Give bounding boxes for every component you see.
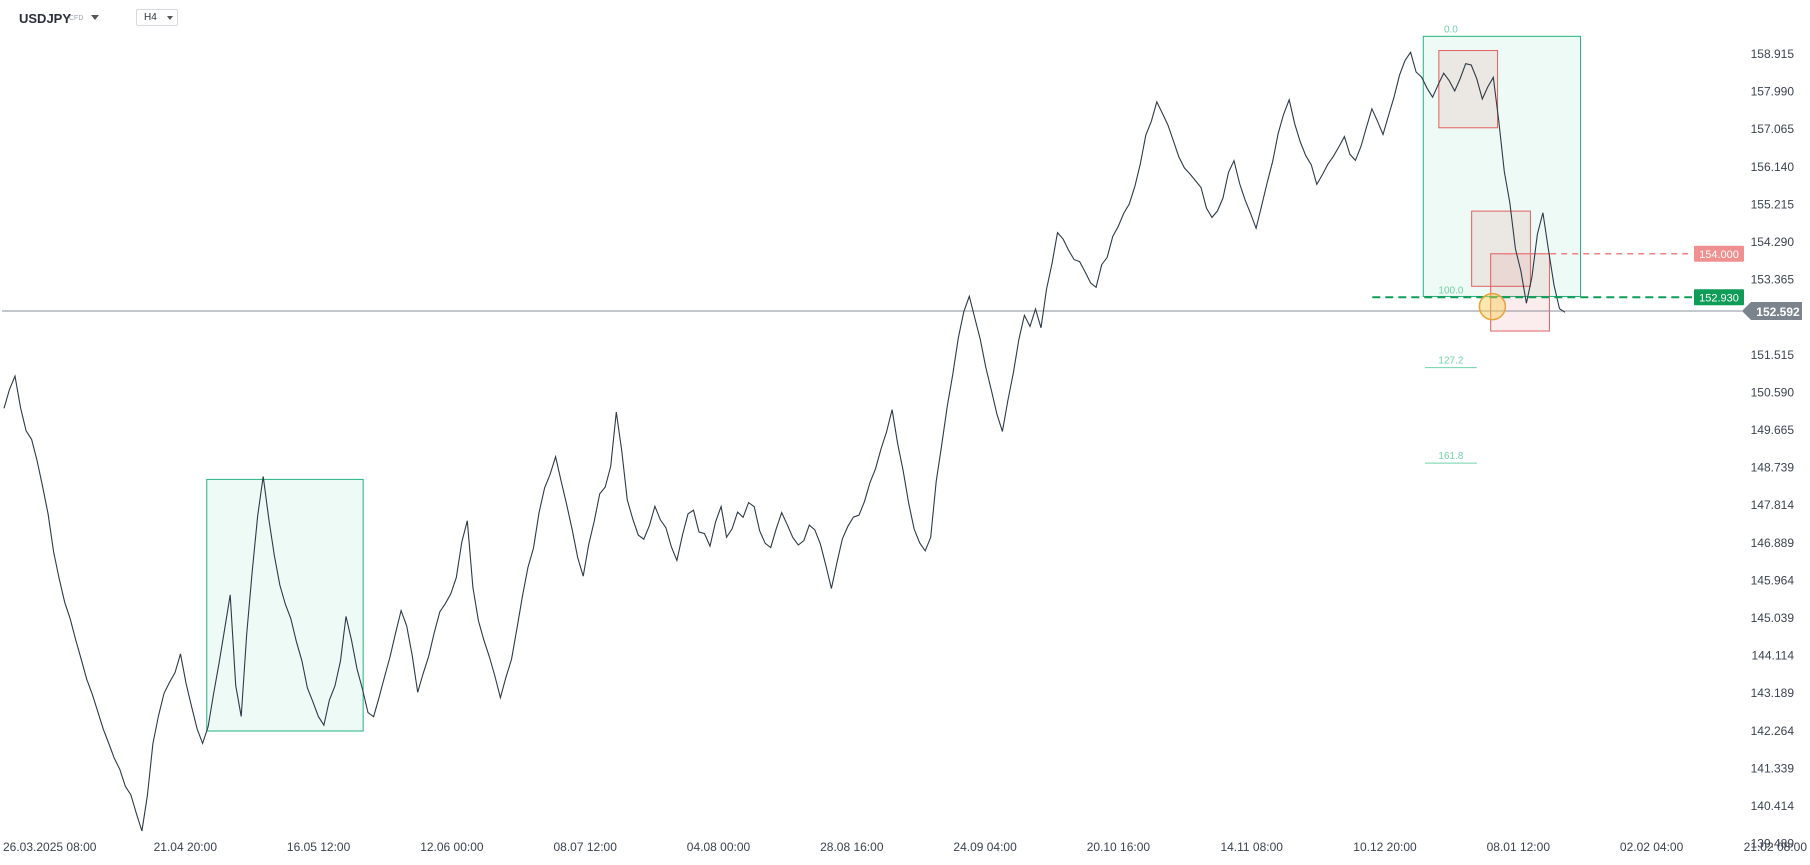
level-152930-tag: 152.930	[1699, 292, 1739, 304]
time-axis-label: 14.11 08:00	[1220, 840, 1283, 854]
price-axis-label: 157.990	[1751, 85, 1795, 99]
fib-level-label: 127.2	[1438, 356, 1463, 367]
time-axis-label: 21.04 20:00	[154, 840, 218, 854]
time-axis-label: 10.12 20:00	[1353, 840, 1417, 854]
level-154-tag-bg	[1694, 245, 1744, 262]
time-axis-label: 20.10 16:00	[1087, 840, 1151, 854]
price-axis-label: 156.140	[1751, 160, 1795, 174]
price-axis-label: 150.590	[1751, 385, 1795, 399]
red-zone-3[interactable]	[1471, 210, 1531, 287]
time-axis-label: 04.08 00:00	[687, 840, 751, 854]
fib-level-label: 100.0	[1438, 285, 1463, 296]
time-axis-label: 24.09 04:00	[953, 840, 1017, 854]
price-axis-label: 153.365	[1751, 273, 1795, 287]
timeframe-label: H4	[144, 12, 157, 23]
time-axis-label: 26.03.2025 08:00	[3, 840, 97, 854]
time-axis-label: 21.02 08:00	[1744, 840, 1808, 854]
time-axis-label: 08.07 12:00	[553, 840, 617, 854]
price-axis-label: 140.414	[1751, 799, 1795, 813]
price-axis-label: 142.264	[1751, 724, 1795, 738]
price-axis-label: 149.665	[1751, 423, 1795, 437]
symbol-type: CFD	[69, 15, 84, 22]
level-152930-tag-bg	[1694, 289, 1744, 306]
entry-marker[interactable]	[1478, 292, 1507, 321]
current-price-tag-bg	[1742, 302, 1802, 321]
price-axis-label: 144.114	[1752, 649, 1795, 663]
symbol-dropdown-icon[interactable]	[91, 15, 99, 20]
price-axis-label: 155.215	[1751, 197, 1795, 211]
red-zone-2[interactable]	[1438, 50, 1499, 129]
timeframe-dropdown-icon	[167, 16, 173, 20]
chart-header: USDJPY CFD H4	[0, 0, 600, 36]
current-price-tag: 152.592	[1756, 305, 1800, 319]
time-axis-label: 16.05 12:00	[287, 840, 351, 854]
time-axis-label: 12.06 00:00	[420, 840, 484, 854]
time-axis-label: 08.01 12:00	[1487, 840, 1551, 854]
timeframe-select[interactable]: H4	[136, 9, 178, 26]
time-axis-label: 28.08 16:00	[820, 840, 884, 854]
price-axis-label: 158.915	[1751, 47, 1795, 61]
price-axis-label: 147.814	[1751, 498, 1795, 512]
level-154-tag: 154.000	[1699, 249, 1739, 261]
price-series-line	[3, 51, 1566, 832]
price-axis-label: 151.515	[1751, 348, 1795, 362]
price-axis-label: 154.290	[1751, 235, 1795, 249]
price-axis-label: 157.065	[1751, 122, 1795, 136]
green-zone-0[interactable]	[206, 478, 364, 732]
price-axis-label: 148.739	[1751, 461, 1795, 475]
fib-level-label: 0.0	[1444, 24, 1458, 35]
price-axis-label: 141.339	[1751, 761, 1795, 775]
price-axis-label: 145.964	[1751, 573, 1795, 587]
fib-level-label: 161.8	[1438, 451, 1463, 462]
price-axis-label: 139.489	[1751, 837, 1795, 851]
time-axis-label: 02.02 04:00	[1620, 840, 1684, 854]
symbol-name[interactable]: USDJPY	[19, 11, 72, 26]
price-axis-label: 143.189	[1751, 686, 1795, 700]
price-axis-label: 145.039	[1751, 611, 1795, 625]
price-axis-label: 146.889	[1751, 536, 1795, 550]
